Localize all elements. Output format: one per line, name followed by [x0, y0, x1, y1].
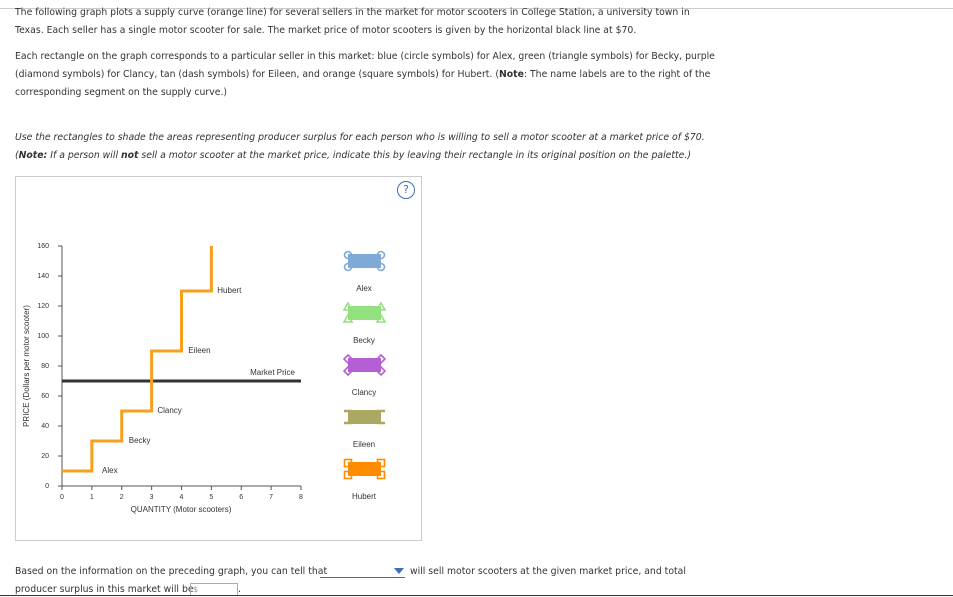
palette-symbol [343, 458, 353, 468]
palette-symbol [375, 301, 387, 311]
divider [0, 595, 953, 596]
palette-symbol [343, 470, 353, 480]
step-label: Eileen [188, 346, 210, 355]
question-text: producer surplus in this market will be [15, 584, 194, 595]
y-tick-label: 60 [41, 393, 49, 400]
palette-label: Alex [356, 284, 372, 293]
x-axis-title: QUANTITY (Motor scooters) [131, 505, 232, 514]
palette-symbol [342, 365, 354, 377]
palette-symbol [376, 470, 386, 480]
palette-label: Becky [353, 336, 375, 345]
palette-label: Hubert [352, 492, 377, 501]
x-tick-label: 6 [239, 494, 243, 501]
question-text: Based on the information on the precedin… [15, 566, 328, 577]
y-tick-label: 0 [45, 483, 49, 490]
note: Note [498, 69, 524, 80]
x-tick-label: 2 [120, 494, 124, 501]
palette-symbol [375, 353, 387, 365]
step-label: Clancy [157, 406, 181, 415]
note: Note: [18, 150, 48, 161]
instruction: Use the rectangles to shade the areas re… [15, 132, 705, 143]
x-tick-label: 4 [180, 494, 184, 501]
palette-symbol [376, 458, 386, 468]
intro-text: Each rectangle on the graph corresponds … [15, 48, 715, 102]
text: sell a motor scooter at the market price… [138, 150, 691, 161]
punctuation: . [238, 584, 241, 595]
palette-symbol [343, 250, 353, 260]
palette-symbol [376, 250, 386, 260]
step-label: Hubert [217, 286, 242, 295]
instruction: (Note: If a person will not sell a motor… [15, 147, 715, 165]
help-button[interactable]: ? [397, 181, 415, 199]
palette-symbol [375, 313, 387, 323]
palette-rectangle[interactable] [348, 410, 381, 424]
palette-label: Clancy [352, 388, 376, 397]
step-label: Becky [129, 436, 151, 445]
text: ( [15, 150, 19, 161]
palette-rectangle[interactable] [348, 254, 381, 268]
palette-symbol [376, 262, 386, 272]
x-tick-label: 5 [209, 494, 213, 501]
chart: QUANTITY (Motor scooters) PRICE (Dollars… [22, 243, 387, 514]
y-tick-label: 80 [41, 363, 49, 370]
palette-symbol [343, 262, 353, 272]
step-label: Alex [102, 466, 118, 475]
y-tick-label: 100 [37, 333, 49, 340]
graph-panel: ? QUANTITY (Motor scooters) PRICE (Dolla… [15, 176, 422, 541]
text: Each rectangle on the graph corresponds … [15, 51, 715, 80]
market-price-label: Market Price [250, 368, 295, 377]
palette-label: Eileen [353, 440, 375, 449]
question-text: will sell motor scooters at the given ma… [410, 566, 686, 577]
x-tick-label: 3 [150, 494, 154, 501]
palette-rectangle[interactable] [348, 306, 381, 320]
x-tick-label: 7 [269, 494, 273, 501]
x-tick-label: 1 [90, 494, 94, 501]
palette-symbol [342, 301, 354, 311]
text: If a person will [47, 150, 121, 161]
palette-rectangle[interactable] [348, 462, 381, 476]
palette-symbol [375, 365, 387, 377]
palette-symbol [342, 353, 354, 365]
palette-symbol [342, 313, 354, 323]
y-tick-label: 40 [41, 423, 49, 430]
y-tick-label: 120 [37, 303, 49, 310]
emphasis: not [121, 150, 139, 161]
dropdown[interactable] [320, 563, 405, 578]
divider [0, 8, 953, 9]
y-tick-label: 160 [37, 243, 49, 250]
y-axis-title: PRICE (Dollars per motor scooter) [22, 305, 31, 427]
text: : The name labels are to the right of th… [15, 69, 711, 98]
x-tick-label: 8 [299, 494, 303, 501]
palette-rectangle[interactable] [348, 358, 381, 372]
y-tick-label: 20 [41, 453, 49, 460]
y-tick-label: 140 [37, 273, 49, 280]
intro-text: The following graph plots a supply curve… [15, 7, 690, 36]
x-tick-label: 0 [60, 494, 64, 501]
